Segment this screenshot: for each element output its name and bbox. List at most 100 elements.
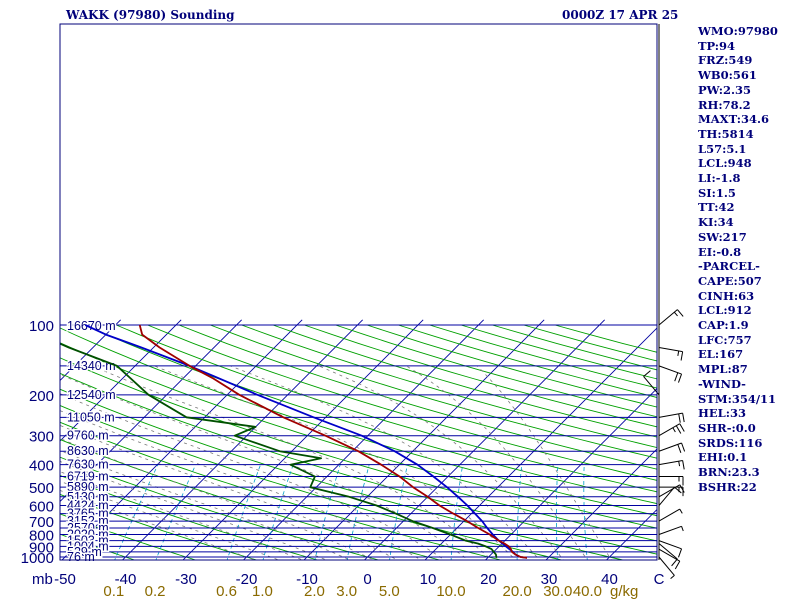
wind-barb-feather xyxy=(678,461,681,467)
wind-barb-feather xyxy=(674,372,679,382)
mixing-ratio-line xyxy=(262,464,294,560)
dry-adiabat-line xyxy=(60,372,657,555)
wind-barb xyxy=(658,543,678,567)
mixing-ratio-label: 3.0 xyxy=(336,583,357,600)
parcel-trace xyxy=(84,324,528,559)
wind-barb-feather xyxy=(681,526,684,532)
wind-barb xyxy=(658,556,675,579)
pressure-tick-label: 500 xyxy=(29,480,54,497)
pressure-tick-label: 100 xyxy=(29,318,54,335)
mixing-ratio-label: 20.0 xyxy=(503,583,532,600)
sounding-index: EL:167 xyxy=(698,347,744,362)
sounding-index: BRN:23.3 xyxy=(698,465,760,480)
wind-barb xyxy=(658,508,683,522)
mixing-ratio-label: 5.0 xyxy=(379,583,400,600)
mixing-ratio-line xyxy=(389,464,408,560)
height-label: 7630 m xyxy=(67,458,109,472)
sounding-index: LI:-1.8 xyxy=(698,171,741,186)
wind-barb xyxy=(659,486,684,497)
pressure-tick-label: 1000 xyxy=(21,550,54,567)
wind-barb-feather xyxy=(643,370,651,377)
mixing-ratio-label: 0.6 xyxy=(216,583,237,600)
isotherm-line xyxy=(60,319,121,382)
mixing-ratio-label: 2.0 xyxy=(304,583,325,600)
sounding-index: CINH:63 xyxy=(698,288,755,303)
height-label: 2570 m xyxy=(67,521,109,535)
mixing-ratio-label: 0.2 xyxy=(145,583,166,600)
mixing-ratio-line xyxy=(314,464,341,560)
height-label: 14340 m xyxy=(67,359,116,373)
temperature-tick-label: 40 xyxy=(601,571,618,588)
dry-adiabat-line xyxy=(210,324,657,459)
temperature-tick-label: -10 xyxy=(296,571,318,588)
sounding-index: LCL:912 xyxy=(698,303,752,318)
temperature-tick-label: -40 xyxy=(115,571,137,588)
isotherm-line xyxy=(605,508,657,560)
wind-barb-staff xyxy=(658,540,682,550)
height-label: 529 m xyxy=(67,545,102,559)
height-label: 3765 m xyxy=(67,507,109,521)
wind-barb-feather xyxy=(682,460,685,470)
sounding-index: -PARCEL- xyxy=(698,259,760,274)
sounding-index: FRZ:549 xyxy=(698,53,753,68)
dry-adiabat-line xyxy=(84,324,657,505)
sounding-index: CAP:1.9 xyxy=(698,318,749,333)
sounding-index: PW:2.35 xyxy=(698,82,752,97)
temperature-tick-label: 20 xyxy=(480,571,497,588)
sounding-index: HEL:33 xyxy=(698,406,746,421)
isotherm-line xyxy=(484,387,657,560)
isotherm-line xyxy=(545,448,657,560)
sounding-index: WB0:561 xyxy=(698,68,757,83)
dry-adiabat-line xyxy=(60,421,503,560)
dry-adiabat-line xyxy=(304,324,657,428)
mixing-ratio-line xyxy=(226,464,261,560)
wind-barb-staff xyxy=(643,376,660,396)
wind-barb-feather xyxy=(679,484,685,493)
isotherm-line xyxy=(182,319,424,560)
mixing-ratio-line xyxy=(450,464,464,560)
sounding-index: SRDS:116 xyxy=(698,435,763,450)
sounding-index: L57:5.1 xyxy=(698,141,747,156)
dry-adiabat-line xyxy=(60,357,657,542)
wind-barb-staff xyxy=(658,365,682,375)
dry-adiabat-line xyxy=(272,324,657,438)
isotherm-line xyxy=(303,319,545,560)
mixing-ratio-label: 30.0 xyxy=(543,583,572,600)
wind-barb-staff xyxy=(658,548,681,562)
wind-barb-feather xyxy=(680,351,684,361)
mixing-ratio-label: 1.0 xyxy=(252,583,273,600)
height-label: 16670 m xyxy=(67,319,116,333)
wind-barb-feather xyxy=(674,486,682,494)
wind-barb-feather xyxy=(671,558,678,567)
mixing-ratio-unit-label: g/kg xyxy=(610,583,638,600)
wind-barb-feather xyxy=(674,560,681,570)
pressure-tick-label: 400 xyxy=(29,458,54,475)
sounding-index: SW:217 xyxy=(698,229,747,244)
dewpoint-trace xyxy=(60,342,498,559)
sounding-indices-panel: WMO:97980 TP:94 FRZ:549 WB0:561 PW:2.35 RH:78… xyxy=(698,24,778,495)
mixing-ratio-line xyxy=(114,464,159,560)
dry-adiabat-line xyxy=(60,513,197,560)
dry-adiabat-line xyxy=(60,327,657,517)
sounding-index: TP:94 xyxy=(698,38,736,53)
wind-barb-feather xyxy=(677,444,682,454)
sounding-index: MAXT:34.6 xyxy=(698,112,769,127)
height-label: 1004 m xyxy=(67,539,109,553)
isotherm-line xyxy=(242,319,484,560)
height-label: 76 m xyxy=(67,550,95,564)
valid-time: 0000Z 17 APR 25 xyxy=(562,8,679,22)
wind-barb-feather xyxy=(678,373,683,383)
dry-adiabat-line xyxy=(241,324,657,449)
wind-barb xyxy=(658,525,684,535)
temperature-trace xyxy=(138,324,528,559)
height-label: 1503 m xyxy=(67,534,109,548)
mixing-ratio-label: 0.1 xyxy=(103,583,124,600)
dry-adiabat-line xyxy=(60,342,657,529)
dry-adiabat-line xyxy=(178,324,657,470)
sounding-index: EHI:0.1 xyxy=(698,450,748,465)
mixing-ratio-line xyxy=(556,464,559,560)
dry-adiabat-line xyxy=(147,324,657,481)
wind-barb-feather xyxy=(675,425,682,434)
temperature-tick-label: -50 xyxy=(54,571,76,588)
pressure-tick-label: 200 xyxy=(29,388,54,405)
